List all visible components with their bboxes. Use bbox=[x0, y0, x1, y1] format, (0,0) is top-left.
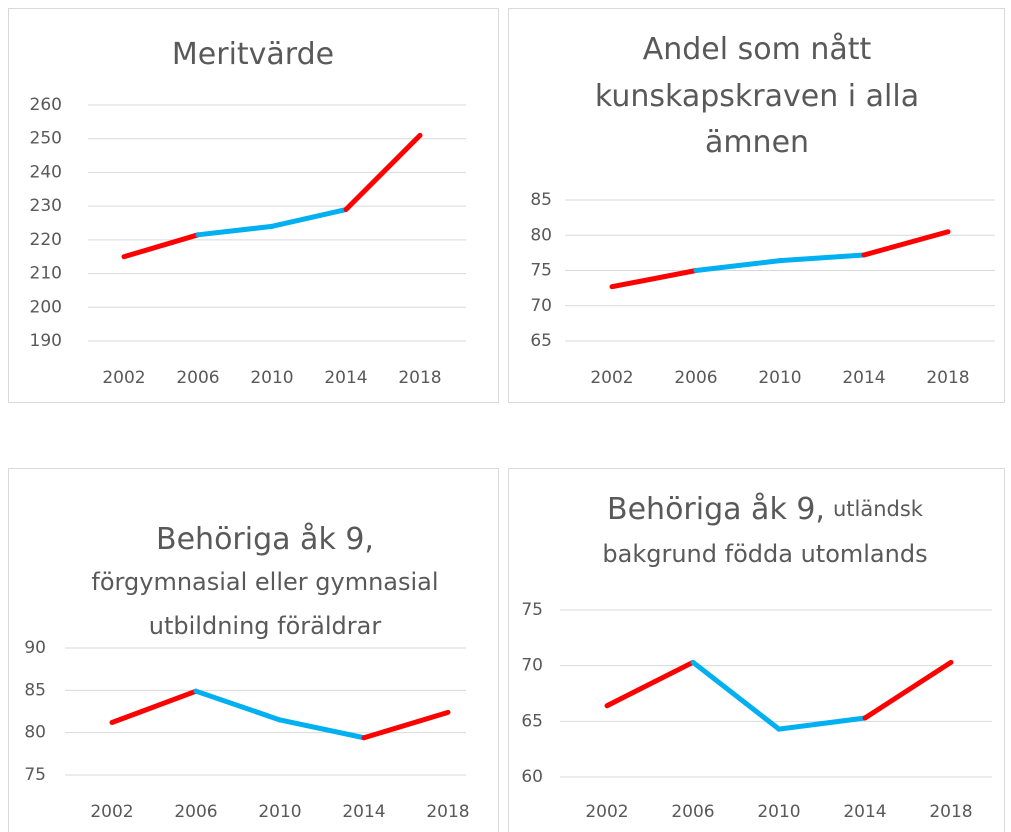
y-tick-label: 220 bbox=[30, 230, 62, 250]
y-tick-label: 80 bbox=[530, 225, 552, 245]
line-segment bbox=[109, 688, 199, 726]
line-segment bbox=[861, 229, 951, 258]
x-tick-label: 2002 bbox=[102, 368, 145, 388]
x-tick-label: 2006 bbox=[174, 802, 217, 822]
title-part: kunskapskraven i alla bbox=[595, 79, 919, 114]
y-tick-label: 60 bbox=[521, 767, 543, 787]
title-part: Behöriga åk 9, bbox=[607, 492, 825, 527]
x-tick-label: 2006 bbox=[674, 368, 717, 388]
line-segment bbox=[604, 659, 696, 709]
chart-title: Behöriga åk 9, utländsk bbox=[607, 492, 924, 527]
y-tick-label: 230 bbox=[30, 196, 62, 216]
x-tick-label: 2010 bbox=[250, 368, 293, 388]
title-part: Behöriga åk 9, bbox=[156, 522, 374, 557]
x-tick-label: 2010 bbox=[758, 368, 801, 388]
y-tick-label: 65 bbox=[521, 711, 543, 731]
chart-title: Meritvärde bbox=[172, 37, 334, 72]
chart-title: kunskapskraven i alla bbox=[595, 79, 919, 114]
title-part: bakgrund födda utomlands bbox=[602, 540, 927, 568]
line-segment bbox=[776, 715, 868, 732]
panel bbox=[508, 468, 1005, 832]
line-segment bbox=[343, 132, 423, 213]
y-tick-label: 210 bbox=[30, 264, 62, 284]
y-tick-label: 260 bbox=[30, 95, 62, 115]
title-part: Andel som nått bbox=[643, 32, 872, 67]
y-tick-label: 240 bbox=[30, 162, 62, 182]
line-segment bbox=[609, 268, 699, 290]
x-tick-label: 2006 bbox=[176, 368, 219, 388]
y-tick-label: 85 bbox=[530, 190, 552, 210]
chart-title: Andel som nått bbox=[643, 32, 872, 67]
panel bbox=[8, 468, 499, 832]
y-tick-label: 250 bbox=[30, 129, 62, 149]
line-segment bbox=[277, 717, 367, 741]
line-segment bbox=[777, 252, 867, 264]
x-tick-label: 2014 bbox=[342, 802, 385, 822]
y-tick-label: 70 bbox=[530, 296, 552, 316]
x-tick-label: 2002 bbox=[590, 368, 633, 388]
line-segment bbox=[121, 232, 201, 260]
title-part: ämnen bbox=[705, 125, 809, 160]
y-tick-label: 75 bbox=[530, 261, 552, 281]
x-tick-label: 2014 bbox=[842, 368, 885, 388]
line-segment bbox=[693, 258, 783, 273]
x-tick-label: 2014 bbox=[843, 802, 886, 822]
y-tick-label: 70 bbox=[521, 656, 543, 676]
x-tick-label: 2010 bbox=[258, 802, 301, 822]
title-part: utbildning föräldrar bbox=[149, 612, 382, 640]
title-part: utländsk bbox=[833, 497, 924, 521]
line-segment bbox=[690, 659, 782, 732]
panel bbox=[8, 8, 499, 403]
x-tick-label: 2014 bbox=[324, 368, 367, 388]
title-part: förgymnasial eller gymnasial bbox=[91, 568, 438, 596]
x-tick-label: 2018 bbox=[426, 802, 469, 822]
y-tick-label: 200 bbox=[30, 297, 62, 317]
x-tick-label: 2002 bbox=[90, 802, 133, 822]
x-tick-label: 2018 bbox=[929, 802, 972, 822]
x-tick-label: 2010 bbox=[757, 802, 800, 822]
line-segment bbox=[862, 659, 954, 721]
y-tick-label: 75 bbox=[24, 765, 46, 785]
y-tick-label: 75 bbox=[521, 600, 543, 620]
panel bbox=[508, 8, 1005, 403]
y-tick-label: 80 bbox=[24, 723, 46, 743]
chart-title: Behöriga åk 9, bbox=[156, 522, 374, 557]
line-segment bbox=[195, 223, 275, 238]
x-tick-label: 2002 bbox=[585, 802, 628, 822]
x-tick-label: 2006 bbox=[671, 802, 714, 822]
line-segment bbox=[361, 709, 451, 741]
chart-title: förgymnasial eller gymnasial bbox=[91, 568, 438, 596]
x-tick-label: 2018 bbox=[926, 368, 969, 388]
line-segment bbox=[269, 207, 349, 229]
x-tick-label: 2018 bbox=[398, 368, 441, 388]
y-tick-label: 65 bbox=[530, 331, 552, 351]
y-tick-label: 90 bbox=[24, 638, 46, 658]
chart-title: bakgrund födda utomlands bbox=[602, 540, 927, 568]
title-part: Meritvärde bbox=[172, 37, 334, 72]
chart-title: ämnen bbox=[705, 125, 809, 160]
y-tick-label: 85 bbox=[24, 680, 46, 700]
y-tick-label: 190 bbox=[30, 331, 62, 351]
line-segment bbox=[193, 688, 283, 723]
chart-title: utbildning föräldrar bbox=[149, 612, 382, 640]
